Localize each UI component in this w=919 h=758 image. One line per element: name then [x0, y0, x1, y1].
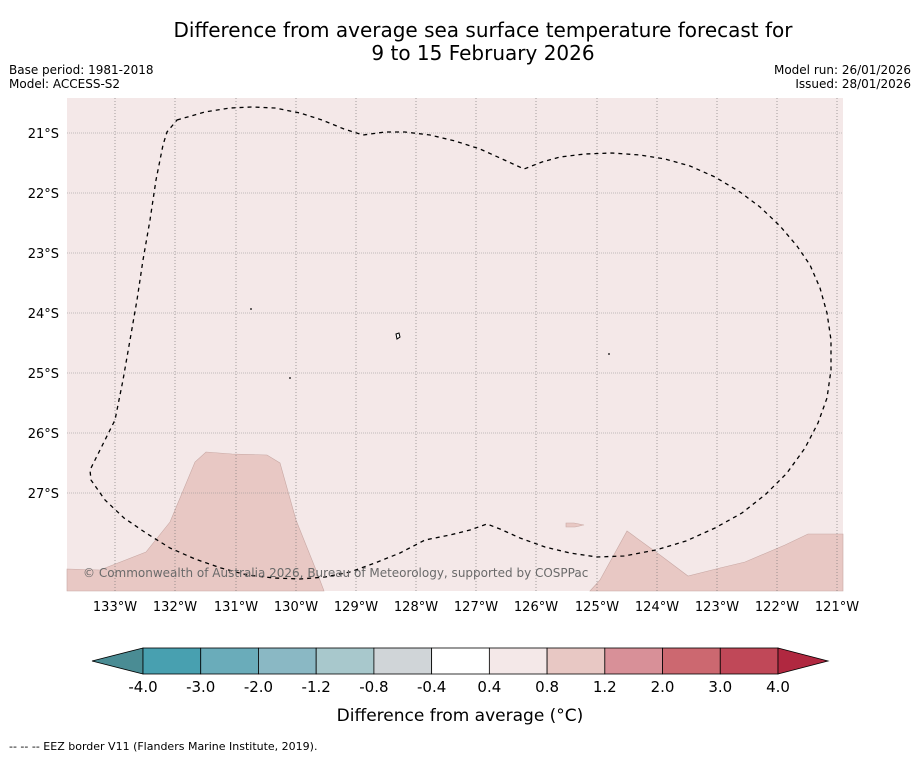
colorbar-segment: [142, 647, 202, 675]
colorbar-segment: [662, 647, 721, 675]
colorbar-tick-label: 2.0: [651, 678, 675, 696]
longitude-label: 130°W: [274, 600, 318, 615]
island-3: [289, 377, 291, 379]
longitude-label: 127°W: [454, 600, 498, 615]
map-grid: [67, 98, 843, 591]
longitude-label: 123°W: [695, 600, 739, 615]
longitude-label: 124°W: [635, 600, 679, 615]
longitude-label: 122°W: [755, 600, 799, 615]
colorbar-tick-label: -4.0: [128, 678, 157, 696]
model-name: Model: ACCESS-S2: [9, 77, 121, 91]
eez-footnote: -- -- -- EEZ border V11 (Flanders Marine…: [9, 740, 318, 753]
model-run: Model run: 26/01/2026: [773, 63, 911, 77]
longitude-label: 129°W: [334, 600, 378, 615]
longitude-label: 126°W: [514, 600, 558, 615]
island-2: [250, 308, 252, 310]
colorbar-tick-labels: -4.0 -3.0 -2.0 -1.2 -0.8 -0.4 0.4 0.8 1.2 2.0 3.0 4…: [128, 678, 790, 696]
latitude-label: 23°S: [28, 247, 59, 262]
latitude-label: 25°S: [28, 367, 59, 382]
colorbar-tick-label: -2.0: [244, 678, 273, 696]
colorbar-tick-label: 4.0: [766, 678, 790, 696]
longitude-label: 131°W: [214, 600, 258, 615]
longitude-label: 125°W: [575, 600, 619, 615]
colorbar-segment: [604, 647, 663, 675]
map-figure: © Commonwealth of Australia 2026, Bureau…: [28, 98, 859, 726]
colorbar-segment: [315, 647, 375, 675]
colorbar-segment: [488, 647, 548, 675]
colorbar-tick-label: -3.0: [186, 678, 215, 696]
island-1: [395, 332, 401, 340]
longitude-label: 121°W: [815, 600, 859, 615]
colorbar-segment: [719, 647, 779, 675]
warm-anomaly-patch-small: [565, 522, 585, 528]
warm-anomaly-area-west: [66, 451, 325, 592]
colorbar-segment: [546, 647, 606, 675]
latitude-label: 24°S: [28, 307, 59, 322]
colorbar-segment: [373, 647, 433, 675]
colorbar-tick-label: 1.2: [593, 678, 617, 696]
colorbar-extend-high: [777, 647, 830, 675]
issued-date: Issued: 28/01/2026: [795, 77, 911, 91]
colorbar-tick-label: 0.4: [477, 678, 501, 696]
warm-anomaly-area-east: [589, 530, 844, 592]
colorbar-segment: [431, 647, 490, 675]
colorbar-segment: [200, 647, 259, 675]
map-title: Difference from average sea surface temp…: [0, 19, 919, 65]
colorbar-tick-label: -1.2: [302, 678, 331, 696]
title-line-2: 9 to 15 February 2026: [371, 41, 595, 65]
latitude-label: 22°S: [28, 187, 59, 202]
longitude-label: 128°W: [394, 600, 438, 615]
latitude-label: 21°S: [28, 127, 59, 142]
colorbar-tick-label: -0.8: [359, 678, 388, 696]
base-period: Base period: 1981-2018: [9, 63, 154, 77]
meta-left: Base period: 1981-2018 Model: ACCESS-S2: [9, 63, 154, 91]
latitude-label: 27°S: [28, 487, 59, 502]
meta-right: Model run: 26/01/2026 Issued: 28/01/2026: [774, 63, 911, 91]
copyright-notice: © Commonwealth of Australia 2026, Bureau…: [83, 566, 588, 580]
colorbar: [91, 647, 830, 675]
colorbar-tick-label: 3.0: [708, 678, 732, 696]
latitude-labels: 21°S 22°S 23°S 24°S 25°S 26°S 27°S: [28, 127, 59, 502]
eez-border: [89, 106, 832, 580]
longitude-labels: 133°W 132°W 131°W 130°W 129°W 128°W 127°W 126°W…: [93, 600, 859, 615]
longitude-label: 133°W: [93, 600, 137, 615]
colorbar-tick-label: -0.4: [417, 678, 446, 696]
longitude-label: 132°W: [153, 600, 197, 615]
latitude-label: 26°S: [28, 427, 59, 442]
islands: [250, 308, 610, 379]
colorbar-label: Difference from average (°C): [337, 706, 584, 726]
colorbar-tick-label: 0.8: [535, 678, 559, 696]
island-4: [608, 353, 610, 355]
colorbar-extend-low: [91, 647, 144, 675]
colorbar-segment: [258, 647, 317, 675]
title-line-1: Difference from average sea surface temp…: [173, 18, 793, 42]
